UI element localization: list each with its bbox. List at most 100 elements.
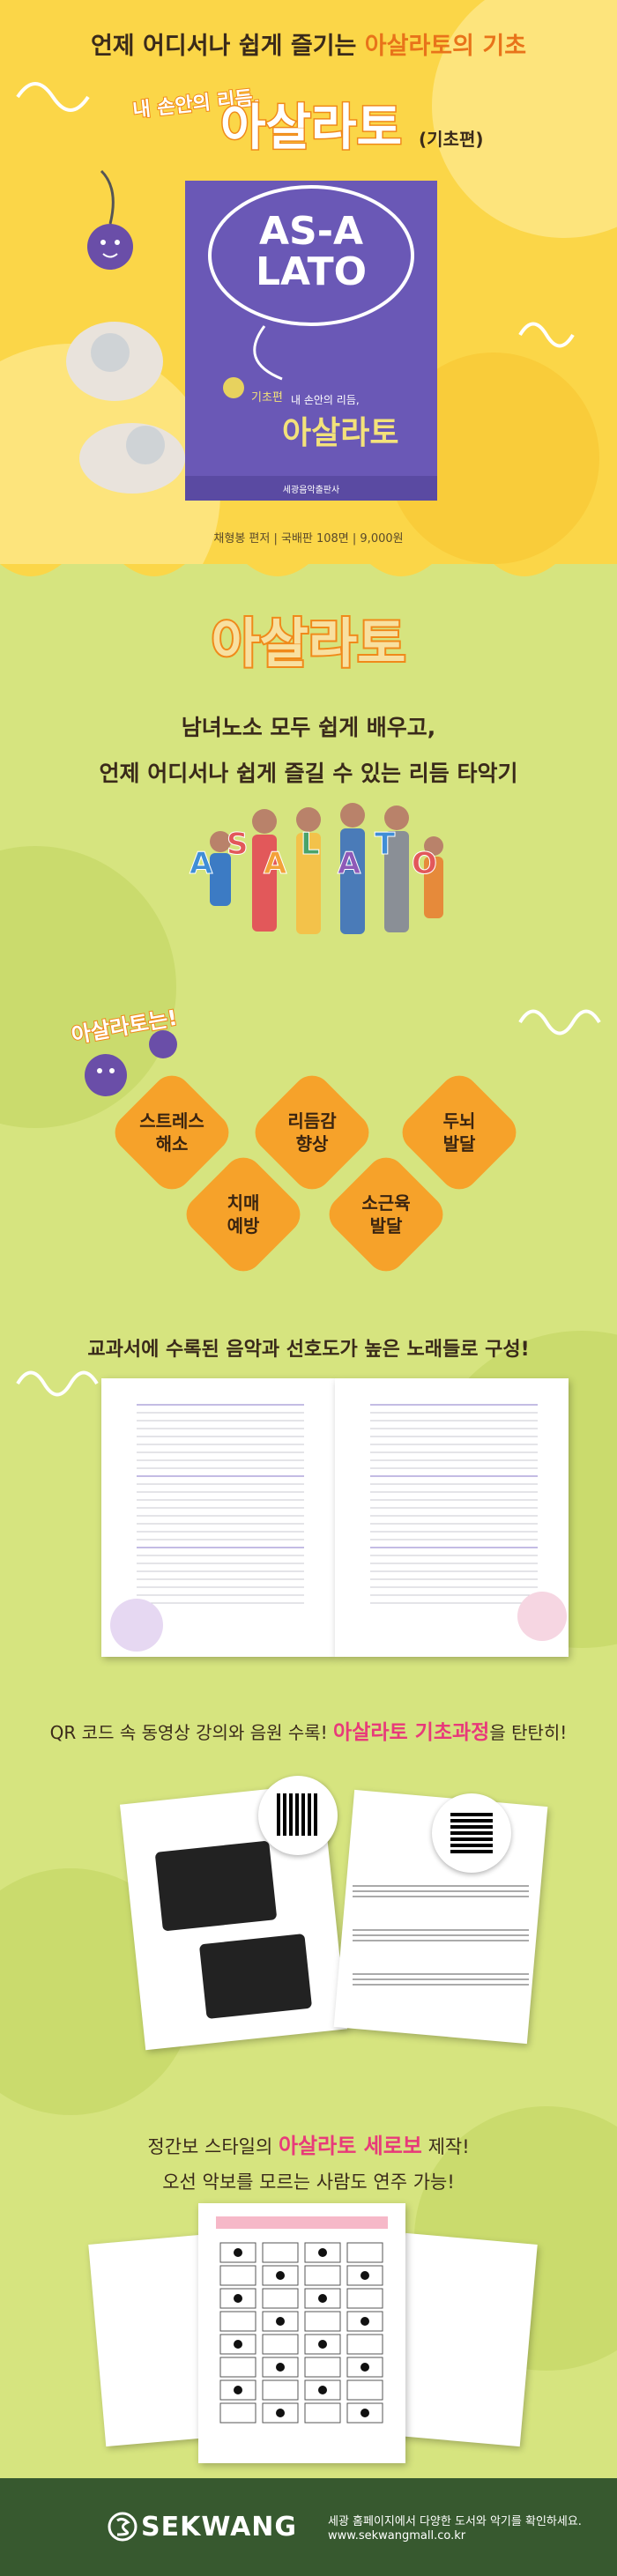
score-dot bbox=[361, 2409, 369, 2417]
headline: 언제 어디서나 쉽게 즐기는 아살라토의 기초 bbox=[0, 26, 617, 61]
badge-line: 예방 bbox=[227, 1215, 260, 1236]
body-section: 아살라토 남녀노소 모두 쉽게 배우고, 언제 어디서나 쉽게 즐길 수 있는 … bbox=[0, 564, 617, 2478]
score-cell bbox=[346, 2242, 383, 2263]
intro-line: 남녀노소 모두 쉽게 배우고, bbox=[181, 715, 436, 740]
contents-heading: 교과서에 수록된 음악과 선호도가 높은 노래들로 구성! bbox=[87, 1339, 530, 1361]
letter: A bbox=[337, 846, 361, 882]
score-page bbox=[388, 2232, 538, 2447]
score-dot bbox=[276, 2409, 285, 2417]
score-cell bbox=[219, 2311, 256, 2332]
score-dot bbox=[276, 2317, 285, 2326]
cover-edition: 기초편 bbox=[251, 391, 283, 405]
intro-line: 언제 어디서나 쉽게 즐길 수 있는 리듬 타악기 bbox=[99, 761, 518, 786]
qr-heading-text: QR 코드 속 동영상 강의와 음원 수록! bbox=[49, 1722, 334, 1743]
footer-logo: SEKWANG bbox=[141, 2512, 298, 2543]
letter: A bbox=[263, 846, 287, 882]
hero-section: 언제 어디서나 쉽게 즐기는 아살라토의 기초 내 손안의 리듬, 아살라토 (… bbox=[0, 0, 617, 582]
hero-edition: (기초편) bbox=[419, 129, 484, 150]
score-cell bbox=[219, 2402, 256, 2424]
spread-lines bbox=[110, 1404, 567, 1652]
qr-bubble bbox=[258, 1776, 338, 1855]
hero-decoration bbox=[0, 0, 617, 582]
score-dot bbox=[276, 2271, 285, 2280]
score-cell bbox=[262, 2379, 299, 2401]
qr-bubble bbox=[432, 1793, 511, 1873]
badge-line: 해소 bbox=[155, 1133, 189, 1154]
score-cell bbox=[304, 2311, 341, 2332]
badge-line: 소근육 bbox=[361, 1192, 411, 1214]
score-line: 정간보 스타일의 아살라토 세로보 제작! bbox=[0, 2128, 617, 2159]
photo bbox=[154, 1840, 278, 1932]
decor-blob bbox=[110, 1599, 163, 1652]
decor-blob bbox=[517, 1592, 567, 1641]
score-dot bbox=[361, 2363, 369, 2372]
score-header bbox=[216, 2216, 388, 2229]
score-cell bbox=[346, 2379, 383, 2401]
hero-title: 아살라토 bbox=[219, 99, 403, 159]
score-cell bbox=[262, 2242, 299, 2263]
footer-text: 세광 홈페이지에서 다양한 도서와 악기를 확인하세요. bbox=[328, 2515, 582, 2528]
score-cell bbox=[262, 2288, 299, 2309]
cover-logo: AS-A LATO bbox=[185, 212, 437, 293]
letter: T bbox=[374, 827, 396, 863]
cover-logo-top: AS-A bbox=[258, 209, 364, 254]
footer-url: www.sekwangmall.co.kr bbox=[328, 2529, 466, 2543]
badge-line: 치매 bbox=[227, 1192, 260, 1214]
cover-subtitle: 내 손안의 리듬, bbox=[291, 394, 360, 406]
hero-caption: 채형봉 편저 | 국배판 108면 | 9,000원 bbox=[213, 532, 404, 546]
qr-code bbox=[450, 1811, 493, 1853]
qr-heading-text: 을 탄탄히! bbox=[489, 1722, 568, 1743]
staff-lines bbox=[353, 1885, 529, 1986]
badge-text: 두뇌 발달 bbox=[398, 1110, 521, 1155]
cover-publisher: 세광음악출판사 bbox=[282, 486, 340, 495]
score-dot bbox=[234, 2386, 242, 2394]
score-dot bbox=[276, 2363, 285, 2372]
letter: L bbox=[301, 827, 321, 863]
badge-line: 두뇌 bbox=[442, 1110, 476, 1132]
score-cell bbox=[346, 2334, 383, 2355]
badge-line: 발달 bbox=[369, 1215, 403, 1236]
badge-line: 리듬감 bbox=[287, 1110, 337, 1132]
score-dot bbox=[318, 2340, 327, 2349]
badge-text: 소근육 발달 bbox=[324, 1191, 448, 1237]
score-cell bbox=[219, 2265, 256, 2286]
score-dot bbox=[234, 2248, 242, 2257]
cover-logo-bottom: LATO bbox=[255, 249, 368, 294]
score-cell bbox=[346, 2288, 383, 2309]
badge-line: 스트레스 bbox=[139, 1110, 204, 1132]
qr-heading: QR 코드 속 동영상 강의와 음원 수록! 아살라토 기초과정을 탄탄히! bbox=[0, 1715, 617, 1745]
score-cell bbox=[262, 2334, 299, 2355]
letter: S bbox=[227, 827, 249, 863]
badge-text: 스트레스 해소 bbox=[110, 1110, 234, 1155]
score-dot bbox=[318, 2294, 327, 2303]
qr-code bbox=[277, 1793, 319, 1836]
footer: SEKWANG 세광 홈페이지에서 다양한 도서와 악기를 확인하세요. www… bbox=[0, 2478, 617, 2576]
headline-highlight: 아살라토의 기초 bbox=[364, 33, 527, 60]
cover-title: 아살라토 bbox=[282, 415, 399, 451]
score-grid bbox=[216, 2216, 388, 2424]
score-dot bbox=[234, 2294, 242, 2303]
score-dot bbox=[361, 2317, 369, 2326]
score-dot bbox=[318, 2386, 327, 2394]
photo bbox=[198, 1933, 313, 2020]
score-cell bbox=[304, 2357, 341, 2378]
footer-logo-mark bbox=[108, 2512, 138, 2542]
letter: A bbox=[189, 846, 213, 882]
score-dot bbox=[234, 2340, 242, 2349]
headline-text: 언제 어디서나 쉽게 즐기는 bbox=[90, 33, 365, 60]
score-cell bbox=[304, 2402, 341, 2424]
badge-text: 리듬감 향상 bbox=[250, 1110, 374, 1155]
score-line: 오선 악보를 모르는 사람도 연주 가능! bbox=[162, 2171, 455, 2193]
score-text: 제작! bbox=[421, 2136, 470, 2157]
qr-heading-highlight: 아살라토 기초과정 bbox=[333, 1721, 490, 1744]
score-dot bbox=[361, 2271, 369, 2280]
badge-text: 치매 예방 bbox=[182, 1191, 305, 1237]
badge-line: 발달 bbox=[442, 1133, 476, 1154]
intro-title: 아살라토 bbox=[210, 612, 408, 677]
badge-line: 향상 bbox=[295, 1133, 329, 1154]
score-dot bbox=[318, 2248, 327, 2257]
score-text: 정간보 스타일의 bbox=[147, 2136, 279, 2157]
score-cell bbox=[304, 2265, 341, 2286]
